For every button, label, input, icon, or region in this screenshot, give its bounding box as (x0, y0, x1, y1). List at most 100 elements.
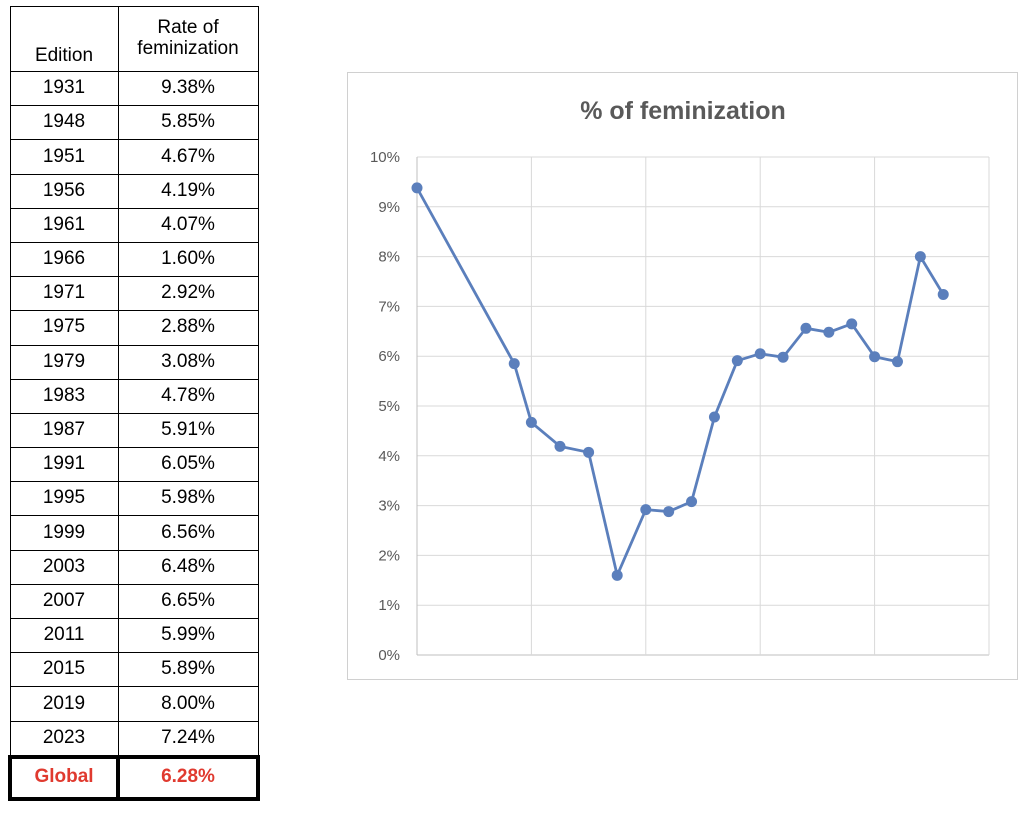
y-tick-label: 6% (378, 348, 400, 365)
table-row: 1975 2.88% (9, 310, 259, 346)
column-header-rate: Rate of feminization (117, 6, 259, 72)
series-line (415, 187, 945, 577)
edition-cell: 1931 (9, 70, 119, 107)
y-tick-label: 5% (378, 398, 400, 415)
table-row: 2019 8.00% (9, 686, 259, 722)
y-tick-label: 8% (378, 249, 400, 266)
y-tick-label: 0% (378, 647, 400, 664)
edition-cell: 1966 (9, 241, 119, 278)
edition-cell: 1987 (9, 412, 119, 449)
data-point (777, 351, 789, 363)
feminization-chart: % of feminization 0% 1% 2% 3% 4% 5% 6% 7% 8% 9% 10… (347, 72, 1018, 680)
table-row: 1956 4.19% (9, 173, 259, 209)
data-point (914, 251, 926, 263)
table-row: 1987 5.91% (9, 412, 259, 449)
rate-cell: 5.89% (117, 652, 259, 688)
table-row: 2011 5.99% (9, 617, 259, 654)
edition-cell: 2007 (9, 583, 119, 620)
edition-cell: 1948 (9, 105, 119, 141)
rate-cell: 6.48% (117, 549, 259, 585)
rate-cell: 2.92% (117, 276, 259, 312)
data-point (411, 182, 423, 194)
rate-cell: 4.67% (117, 139, 259, 175)
data-point (937, 288, 949, 300)
data-point (554, 440, 566, 452)
y-axis-ticks: 0% 1% 2% 3% 4% 5% 6% 7% 8% 9% 10% (370, 149, 400, 664)
rate-cell: 7.24% (117, 720, 259, 758)
global-value: 6.28% (116, 754, 260, 801)
chart-series (411, 182, 949, 581)
edition-cell: 2023 (9, 720, 119, 758)
edition-cell: 1995 (9, 481, 119, 517)
table-row: 1961 4.07% (9, 207, 259, 243)
data-point (583, 446, 595, 458)
rate-cell: 3.08% (117, 344, 259, 380)
data-point (525, 416, 537, 428)
rate-cell: 4.78% (117, 378, 259, 414)
rate-cell: 4.07% (117, 207, 259, 243)
table-row: 1991 6.05% (9, 447, 259, 483)
data-point (640, 504, 652, 516)
feminization-table: Edition Rate of feminization 1931 9.38% 19… (8, 6, 260, 801)
table-row: 1951 4.67% (9, 139, 259, 175)
rate-cell: 6.65% (117, 583, 259, 620)
rate-cell: 5.91% (117, 412, 259, 449)
table-row: 1999 6.56% (9, 515, 259, 551)
y-tick-label: 1% (378, 597, 400, 614)
data-point (611, 569, 623, 581)
y-tick-label: 3% (378, 498, 400, 515)
rate-cell: 6.05% (117, 447, 259, 483)
data-point (869, 351, 881, 363)
table-row: 2003 6.48% (9, 549, 259, 585)
edition-cell: 2003 (9, 549, 119, 585)
table-row: 1979 3.08% (9, 344, 259, 380)
chart-gridlines (416, 156, 990, 656)
y-tick-label: 2% (378, 547, 400, 564)
rate-cell: 5.99% (117, 617, 259, 654)
rate-cell: 5.98% (117, 481, 259, 517)
table-row: 1931 9.38% (9, 70, 259, 107)
edition-cell: 1991 (9, 447, 119, 483)
rate-cell: 2.88% (117, 310, 259, 346)
y-tick-label: 4% (378, 448, 400, 465)
data-point (508, 358, 520, 370)
column-header-edition: Edition (9, 6, 119, 72)
global-label: Global (8, 754, 120, 801)
rate-cell: 4.19% (117, 173, 259, 209)
table-row: 2007 6.65% (9, 583, 259, 620)
edition-cell: 1956 (9, 173, 119, 209)
y-tick-label: 9% (378, 199, 400, 216)
table-body: 1931 9.38% 1948 5.85% 1951 4.67% 1956 4.19% 1961… (9, 70, 259, 758)
table-row: 1971 2.92% (9, 276, 259, 312)
chart-svg: % of feminization 0% 1% 2% 3% 4% 5% 6% 7% 8% 9% 10… (370, 97, 990, 664)
data-point (754, 348, 766, 360)
data-point (800, 322, 812, 334)
rate-cell: 1.60% (117, 241, 259, 278)
data-point (686, 496, 698, 508)
rate-cell: 6.56% (117, 515, 259, 551)
rate-cell: 9.38% (117, 70, 259, 107)
table-header-row: Edition Rate of feminization (9, 6, 259, 72)
data-point (891, 356, 903, 368)
table-row: 2023 7.24% (9, 720, 259, 758)
y-tick-label: 7% (378, 298, 400, 315)
edition-cell: 1979 (9, 344, 119, 380)
edition-cell: 1971 (9, 276, 119, 312)
global-row: Global 6.28% (8, 754, 260, 801)
edition-cell: 2019 (9, 686, 119, 722)
rate-cell: 8.00% (117, 686, 259, 722)
rate-cell: 5.85% (117, 105, 259, 141)
data-point (731, 355, 743, 367)
y-tick-label: 10% (370, 149, 400, 166)
data-point (823, 326, 835, 338)
edition-cell: 1999 (9, 515, 119, 551)
table-row: 2015 5.89% (9, 652, 259, 688)
edition-cell: 2015 (9, 652, 119, 688)
edition-cell: 1975 (9, 310, 119, 346)
data-point (663, 506, 675, 518)
edition-cell: 1961 (9, 207, 119, 243)
table-row: 1983 4.78% (9, 378, 259, 414)
data-point (846, 318, 858, 330)
edition-cell: 1951 (9, 139, 119, 175)
table-row: 1948 5.85% (9, 105, 259, 141)
